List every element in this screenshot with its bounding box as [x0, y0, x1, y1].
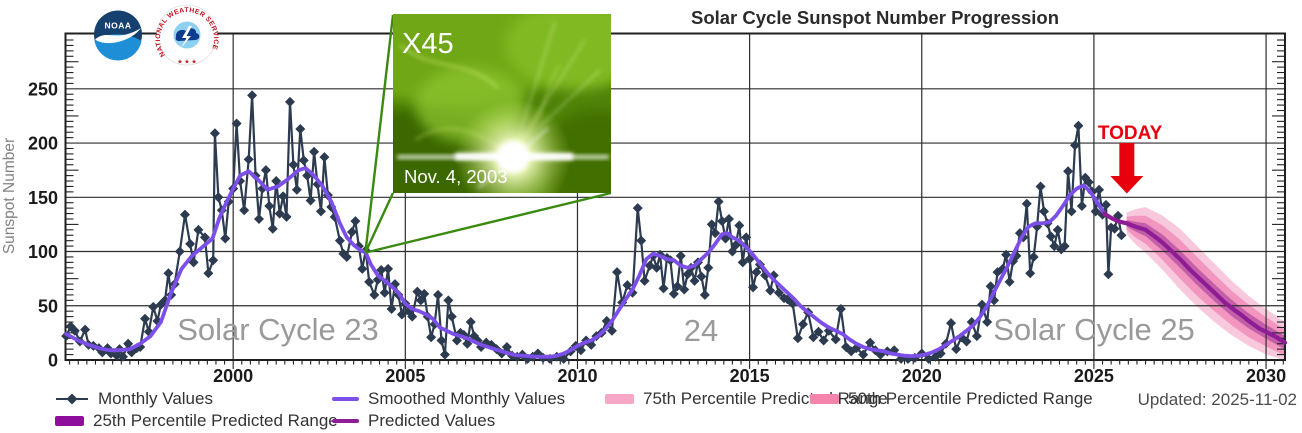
flare-inset: X45 Nov. 4, 2003: [393, 14, 611, 193]
legend-label: Monthly Values: [98, 389, 213, 408]
smoothed-line-swatch-icon: [332, 397, 359, 401]
chart-title: Solar Cycle Sunspot Number Progression: [691, 7, 1059, 28]
axis-ticks: [65, 39, 1285, 369]
svg-text:200: 200: [28, 134, 58, 154]
cycle-23-label: Solar Cycle 23: [177, 312, 379, 347]
band-75-swatch-icon: [605, 394, 634, 404]
svg-text:150: 150: [28, 188, 58, 208]
svg-text:2020: 2020: [902, 366, 942, 386]
svg-text:50: 50: [38, 296, 58, 316]
axis-tick-labels: 2000 2005 2010 2015 2020 2025 2030 0 50 100 150 200…: [28, 79, 1286, 386]
legend-label: 25th Percentile Predicted Range: [93, 411, 338, 430]
legend-item-monthly: Monthly Values: [55, 389, 213, 408]
cycle-24-label: 24: [684, 313, 718, 348]
legend-item-25th: 25th Percentile Predicted Range: [55, 411, 338, 430]
flare-callout-lines: [364, 14, 612, 254]
svg-text:2000: 2000: [213, 366, 253, 386]
today-arrow-icon: [1110, 143, 1144, 194]
svg-text:2025: 2025: [1074, 366, 1114, 386]
svg-text:2005: 2005: [385, 366, 425, 386]
monthly-diamond-swatch-icon: [56, 393, 88, 405]
svg-text:100: 100: [28, 242, 58, 262]
today-label: TODAY: [1098, 123, 1163, 144]
updated-label: Updated: 2025-11-02: [1137, 390, 1297, 409]
noaa-logo-icon: NOAA: [94, 10, 142, 61]
legend-label: Smoothed Monthly Values: [368, 389, 566, 408]
legend-item-50th: 50th Percentile Predicted Range: [810, 389, 1093, 408]
svg-text:2030: 2030: [1246, 366, 1286, 386]
flare-date-label: Nov. 4, 2003: [404, 166, 508, 187]
noaa-logo-text: NOAA: [104, 21, 131, 31]
flare-class-label: X45: [402, 28, 454, 60]
legend-label: Predicted Values: [368, 411, 496, 430]
y-axis-title: Sunspot Number: [1, 138, 18, 254]
nws-logo-icon: NATIONAL WEATHER SERVICE ★ ★ ★: [155, 4, 219, 66]
predicted-line-swatch-icon: [332, 419, 359, 423]
svg-text:2015: 2015: [730, 366, 770, 386]
legend-item-predicted: Predicted Values: [332, 411, 496, 430]
legend-item-smoothed: Smoothed Monthly Values: [332, 389, 566, 408]
nws-logo-stars: ★ ★ ★: [177, 59, 196, 66]
cycle-25-label: Solar Cycle 25: [993, 312, 1195, 347]
legend-label: 50th Percentile Predicted Range: [848, 389, 1093, 408]
svg-text:250: 250: [28, 79, 58, 99]
svg-text:2010: 2010: [557, 366, 597, 386]
band-50-swatch-icon: [810, 394, 839, 404]
svg-text:0: 0: [48, 351, 58, 371]
data-series: [61, 90, 1288, 364]
band-25-swatch-icon: [55, 416, 84, 426]
